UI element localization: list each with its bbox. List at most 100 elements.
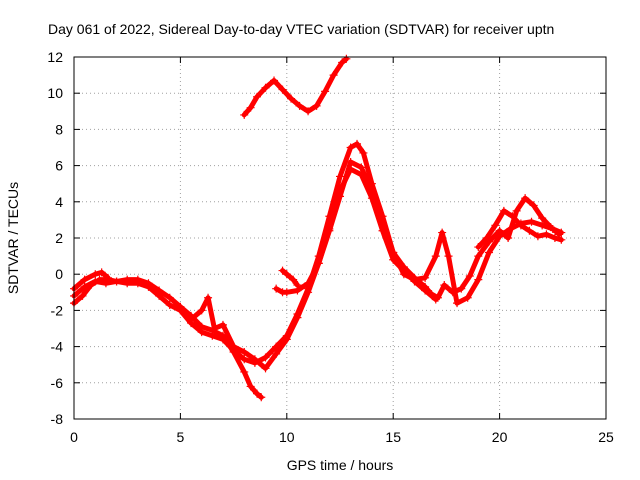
data-point	[304, 279, 313, 288]
data-point	[538, 221, 547, 230]
data-point	[525, 226, 534, 235]
data-point	[253, 389, 262, 398]
series-track-2	[70, 275, 266, 402]
data-point	[482, 234, 491, 242]
data-point	[359, 148, 368, 157]
data-point	[240, 110, 249, 119]
data-point	[438, 228, 447, 237]
data-series	[70, 54, 566, 402]
data-point	[250, 355, 259, 364]
data-point	[101, 279, 110, 288]
data-point	[246, 103, 255, 112]
data-point	[278, 266, 287, 275]
data-point	[97, 268, 106, 277]
x-tick-label: 5	[177, 429, 185, 445]
data-point	[421, 273, 430, 282]
data-point	[546, 223, 555, 232]
data-point	[491, 221, 500, 230]
data-point	[378, 219, 387, 228]
data-point	[440, 281, 449, 290]
data-point	[210, 324, 219, 333]
data-point	[431, 252, 440, 261]
data-point	[529, 201, 538, 210]
plot-frame	[73, 56, 607, 420]
series-line	[280, 268, 300, 288]
data-point	[253, 92, 262, 101]
series-line	[71, 141, 564, 366]
y-tick-label: -4	[51, 339, 64, 355]
y-tick-label: 12	[47, 49, 63, 65]
data-point	[463, 293, 472, 302]
data-point	[197, 306, 206, 315]
series-line	[273, 159, 562, 301]
y-tick-label: -8	[51, 411, 64, 427]
data-point	[80, 282, 89, 291]
data-point	[538, 214, 547, 223]
y-tick-label: 10	[47, 85, 63, 101]
data-point	[474, 275, 483, 284]
data-point	[240, 355, 249, 364]
data-point	[165, 300, 174, 309]
data-point	[474, 252, 483, 261]
data-point	[282, 335, 291, 344]
data-point	[91, 277, 100, 286]
data-point	[389, 248, 398, 257]
data-point	[246, 382, 255, 391]
data-point	[427, 290, 436, 299]
data-point	[533, 232, 542, 241]
data-point	[270, 76, 279, 85]
data-point	[282, 270, 291, 279]
series-track-7	[474, 206, 566, 252]
data-point	[144, 279, 153, 288]
data-point	[521, 194, 530, 203]
x-tick-label: 15	[385, 429, 401, 445]
data-point	[410, 273, 419, 282]
y-tick-label: 2	[55, 230, 63, 246]
data-point	[444, 252, 453, 261]
data-point	[287, 94, 296, 103]
data-point	[278, 85, 287, 94]
data-point	[261, 83, 270, 92]
data-point	[433, 293, 442, 302]
data-point	[336, 192, 344, 201]
data-point	[123, 275, 132, 284]
data-point	[516, 221, 525, 230]
x-tick-label: 20	[492, 429, 508, 445]
data-point	[133, 275, 142, 284]
data-point	[325, 226, 334, 235]
data-point	[527, 217, 536, 226]
data-point	[499, 206, 508, 215]
y-tick-label: -6	[51, 375, 64, 391]
data-point	[91, 270, 100, 279]
data-point	[240, 348, 249, 357]
data-point	[353, 139, 362, 148]
y-tick-label: 8	[55, 121, 63, 137]
series-track-5	[240, 54, 351, 119]
data-point	[240, 367, 249, 376]
y-tick-label: 0	[55, 266, 63, 282]
data-point	[474, 243, 483, 252]
data-point	[282, 288, 291, 297]
data-point	[104, 273, 113, 282]
y-tick-label: -2	[51, 302, 64, 318]
data-point	[448, 288, 457, 297]
data-point	[357, 163, 366, 172]
data-point	[272, 284, 281, 293]
data-point	[293, 313, 302, 322]
data-point	[218, 320, 227, 329]
chart-title: Day 061 of 2022, Sidereal Day-to-day VTE…	[48, 21, 554, 37]
data-point	[346, 143, 355, 152]
data-point	[80, 275, 89, 284]
data-point	[257, 393, 266, 402]
data-point	[399, 262, 408, 271]
y-tick-label: 4	[55, 194, 63, 210]
series-track-8	[278, 266, 302, 290]
data-point	[187, 315, 196, 324]
data-point	[338, 58, 347, 67]
data-point	[197, 322, 206, 331]
data-point	[557, 235, 566, 244]
data-point	[261, 364, 270, 373]
data-point	[304, 107, 313, 116]
data-point	[112, 277, 121, 286]
